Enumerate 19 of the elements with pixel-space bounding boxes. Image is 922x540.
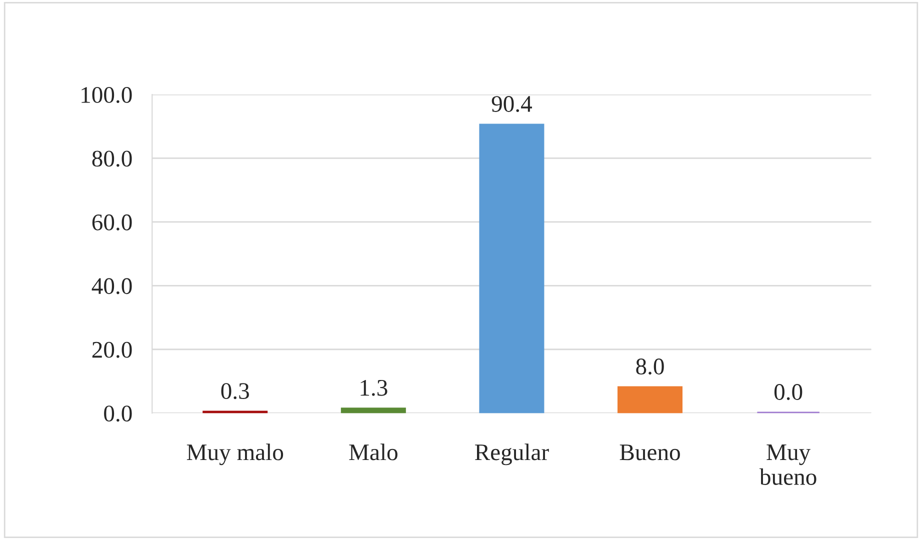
data-label: 0.3 — [221, 383, 249, 400]
y-tick-label: 20.0 — [92, 342, 132, 358]
y-tick-label: 100.0 — [82, 86, 132, 104]
data-label: 1.3 — [360, 380, 388, 396]
y-tick-label: 40.0 — [92, 278, 132, 294]
x-tick-label: Bueno — [620, 444, 680, 460]
bar — [618, 386, 683, 414]
bar — [340, 408, 406, 414]
y-tick-label: 80.0 — [92, 150, 132, 167]
data-label: 90.4 — [492, 96, 532, 112]
y-tick-label: 0.0 — [104, 406, 132, 422]
x-tick-label: Regular — [475, 444, 549, 466]
x-tick-label: Muy malo — [186, 444, 284, 466]
data-label: 0.0 — [774, 384, 802, 400]
y-tick-label: 60.0 — [92, 214, 132, 230]
data-label: 8.0 — [636, 358, 664, 375]
x-tick-label: Muy bueno — [759, 444, 816, 485]
x-tick-label: Malo — [349, 444, 398, 460]
bar — [479, 124, 544, 414]
